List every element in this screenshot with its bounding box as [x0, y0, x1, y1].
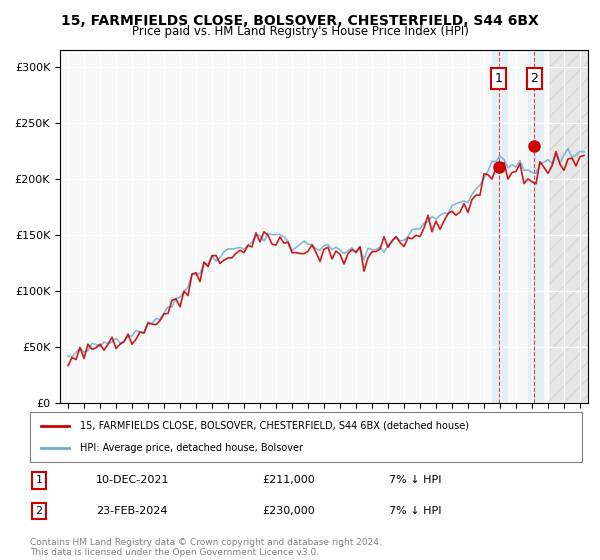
Bar: [548, 50, 588, 403]
Text: 1: 1: [35, 475, 43, 485]
Bar: [528, 50, 544, 403]
Text: 10-DEC-2021: 10-DEC-2021: [96, 475, 170, 485]
Text: £211,000: £211,000: [262, 475, 314, 485]
Text: 2: 2: [35, 506, 43, 516]
Bar: [492, 50, 508, 403]
Text: 7% ↓ HPI: 7% ↓ HPI: [389, 506, 442, 516]
Text: Price paid vs. HM Land Registry's House Price Index (HPI): Price paid vs. HM Land Registry's House …: [131, 25, 469, 38]
Text: 23-FEB-2024: 23-FEB-2024: [96, 506, 168, 516]
Text: HPI: Average price, detached house, Bolsover: HPI: Average price, detached house, Bols…: [80, 443, 302, 453]
Text: 15, FARMFIELDS CLOSE, BOLSOVER, CHESTERFIELD, S44 6BX (detached house): 15, FARMFIELDS CLOSE, BOLSOVER, CHESTERF…: [80, 421, 469, 431]
Text: Contains HM Land Registry data © Crown copyright and database right 2024.
This d: Contains HM Land Registry data © Crown c…: [30, 538, 382, 557]
Text: 15, FARMFIELDS CLOSE, BOLSOVER, CHESTERFIELD, S44 6BX: 15, FARMFIELDS CLOSE, BOLSOVER, CHESTERF…: [61, 14, 539, 28]
Text: 2: 2: [530, 72, 538, 85]
FancyBboxPatch shape: [30, 412, 582, 462]
Text: £230,000: £230,000: [262, 506, 314, 516]
Text: 7% ↓ HPI: 7% ↓ HPI: [389, 475, 442, 485]
Text: 1: 1: [495, 72, 503, 85]
